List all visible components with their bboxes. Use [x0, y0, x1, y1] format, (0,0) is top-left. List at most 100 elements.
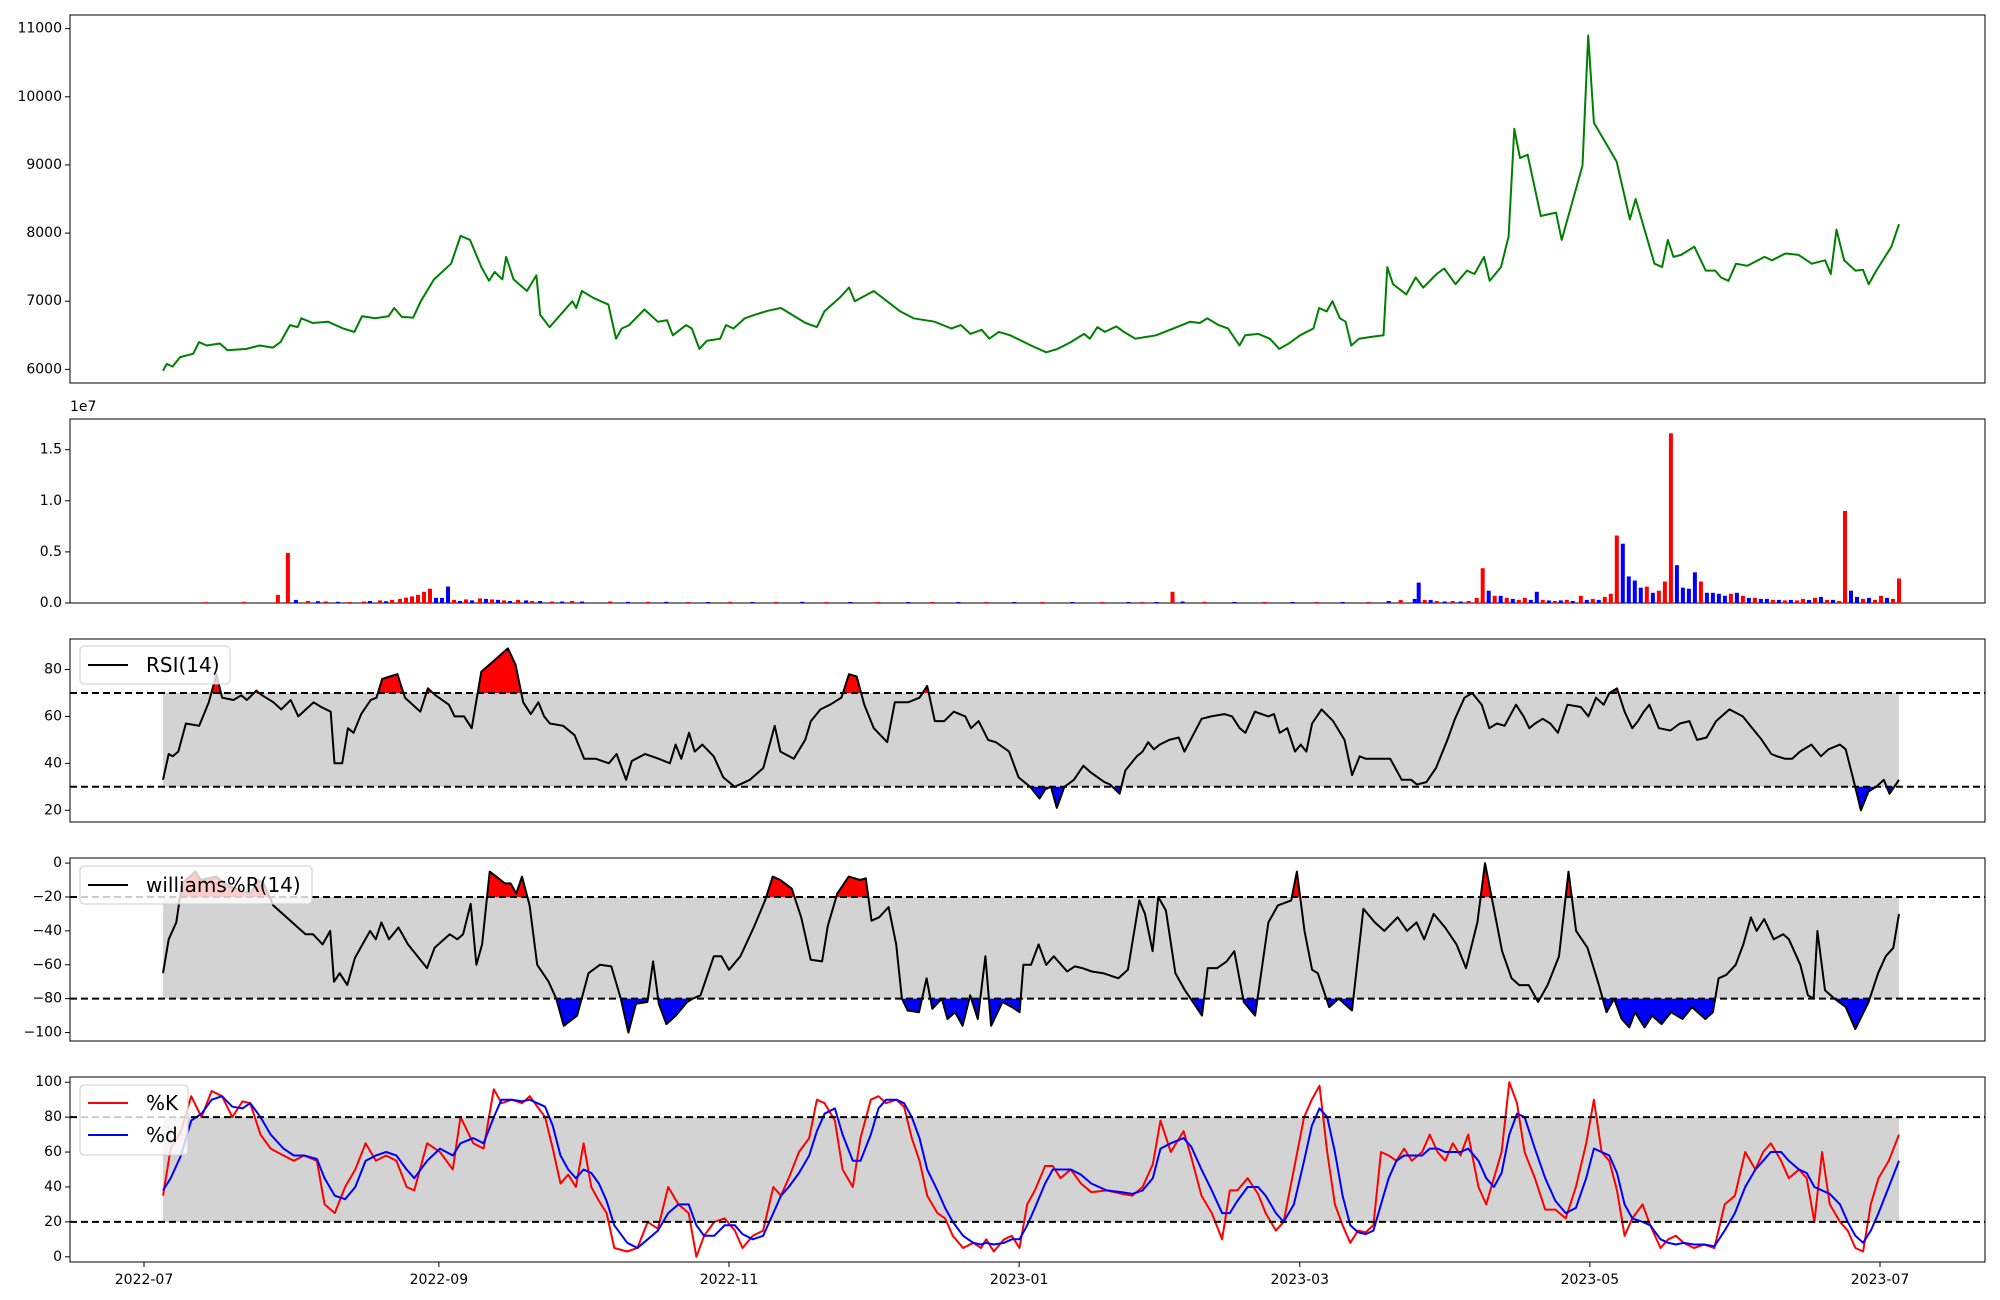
volume-bar — [458, 601, 462, 603]
y-tick-label: −60 — [32, 957, 62, 973]
volume-bar — [440, 597, 444, 603]
legend-box — [79, 865, 313, 905]
volume-bar — [1428, 599, 1433, 603]
x-tick-label: 2023-05 — [1561, 1272, 1620, 1288]
volume-bar — [580, 601, 585, 603]
volume-bar — [1442, 601, 1447, 603]
volume-bar — [1668, 433, 1673, 603]
volume-bar — [490, 599, 494, 603]
y-tick-label: 8000 — [26, 225, 62, 241]
y-offset-label: 1e7 — [70, 399, 96, 415]
legend-box — [79, 645, 231, 685]
legend-label-rsi: RSI(14) — [146, 653, 220, 677]
volume-bar — [848, 602, 853, 603]
volume-bar — [502, 600, 506, 603]
oversold-fill — [1051, 786, 1065, 808]
y-tick-label: 0 — [53, 1249, 62, 1265]
volume-bar — [1650, 592, 1655, 603]
volume-bar — [608, 601, 613, 603]
volume-bar — [1861, 598, 1865, 603]
volume-bar — [956, 602, 961, 603]
y-tick-label: 0.5 — [40, 544, 62, 560]
volume-bar — [1596, 599, 1601, 603]
volume-bar — [1578, 595, 1583, 603]
volume-bar — [398, 598, 402, 603]
volume-bar — [1855, 596, 1859, 603]
volume-bar — [404, 597, 408, 603]
neutral-band — [163, 896, 1900, 999]
price-line — [162, 34, 1900, 372]
volume-bar — [1879, 595, 1883, 603]
volume-bar — [241, 601, 246, 603]
volume-bar — [508, 601, 512, 603]
y-tick-label: 100 — [35, 1074, 62, 1090]
volume-bar — [1837, 601, 1841, 603]
volume-bar — [1416, 582, 1421, 603]
neutral-band — [163, 1117, 1900, 1222]
y-tick-label: 60 — [44, 1144, 62, 1160]
volume-bar — [1602, 596, 1607, 603]
volume-bar — [1825, 599, 1829, 603]
volume-bar — [538, 601, 543, 603]
volume-bar — [1458, 601, 1463, 603]
y-tick-label: 40 — [44, 755, 62, 771]
rsi-line — [162, 647, 1900, 812]
y-tick-label: 80 — [44, 1109, 62, 1125]
oversold-fill — [988, 998, 1021, 1026]
volume-bar — [428, 588, 432, 603]
volume-bar — [1434, 601, 1439, 603]
volume-bar — [550, 601, 555, 603]
volume-bar — [1398, 599, 1403, 603]
x-tick-label: 2022-11 — [700, 1272, 759, 1288]
volume-bar — [664, 601, 669, 603]
williams-line — [162, 862, 1900, 1034]
volume-bar — [1232, 602, 1237, 603]
volume-bar — [1752, 597, 1757, 603]
y-tick-label: 20 — [44, 1214, 62, 1230]
volume-bar — [1758, 598, 1763, 603]
volume-bar — [1698, 581, 1703, 603]
volume-bar — [434, 597, 438, 603]
volume-bar — [1522, 597, 1527, 603]
volume-bar — [1070, 602, 1075, 603]
volume-bar — [1620, 543, 1625, 603]
volume-bar — [774, 602, 779, 603]
volume-bar — [1558, 600, 1563, 603]
volume-bar — [1528, 599, 1533, 603]
volume-bar — [446, 586, 450, 603]
volume-bar — [1546, 600, 1551, 603]
volume-bar — [1710, 592, 1715, 603]
volume-bar — [315, 601, 320, 603]
volume-bar — [1552, 601, 1557, 603]
volume-bar — [750, 602, 755, 603]
volume-bar — [1891, 598, 1895, 603]
volume-bar — [1140, 602, 1145, 603]
volume-bar — [1480, 568, 1485, 603]
volume-bar — [422, 591, 426, 603]
y-tick-label: 80 — [44, 662, 62, 678]
volume-bar — [452, 599, 456, 603]
volume-bar — [1782, 600, 1787, 603]
oversold-fill — [1243, 998, 1258, 1016]
volume-bar — [410, 596, 414, 603]
overbought-fill — [477, 648, 522, 693]
volume-bar — [1843, 511, 1847, 603]
volume-bar — [1180, 601, 1185, 603]
volume-bar — [1813, 597, 1817, 603]
overbought-fill — [766, 876, 795, 897]
volume-bar — [1740, 595, 1745, 603]
x-tick-label: 2023-07 — [1851, 1272, 1910, 1288]
volume-bar — [1807, 599, 1811, 603]
volume-bar — [1728, 593, 1733, 603]
oversold-fill — [620, 998, 648, 1033]
volume-bar — [478, 598, 482, 603]
volume-bar — [390, 599, 394, 603]
volume-bar — [876, 602, 881, 603]
y-tick-label: 6000 — [26, 361, 62, 377]
volume-bar — [1492, 595, 1497, 603]
y-tick-label: 1.0 — [40, 493, 62, 509]
x-tick-label: 2022-09 — [410, 1272, 469, 1288]
legend-label-williams: williams%R(14) — [146, 873, 301, 897]
volume-bar — [570, 601, 575, 603]
